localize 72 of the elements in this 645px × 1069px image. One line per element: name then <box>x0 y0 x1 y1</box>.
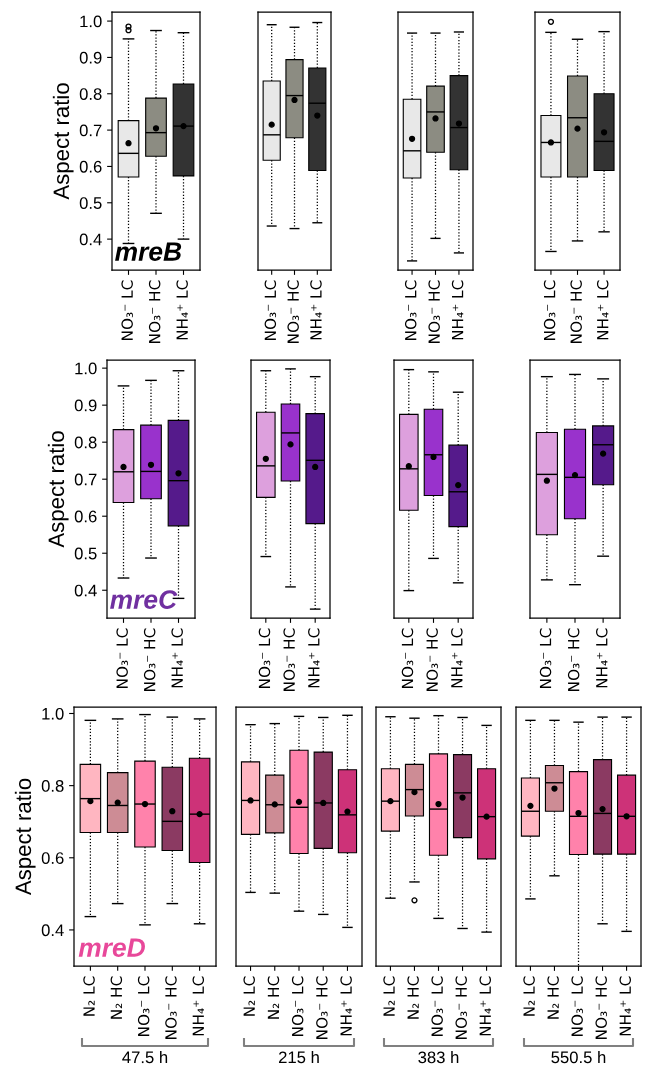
y-tick-label: 0.5 <box>79 197 102 209</box>
x-tick-label: N₂ LC <box>523 976 535 1016</box>
x-tick-label: NH₄⁺ LC <box>308 628 320 688</box>
x-tick-label: NO₃⁻ LC <box>571 976 583 1036</box>
x-tick-label: NH₄⁺ LC <box>192 976 205 1036</box>
text: 215 h <box>278 1051 319 1064</box>
y-axis-title: Aspect ratio <box>14 778 36 896</box>
y-tick-label: 0.5 <box>74 547 97 560</box>
x-tick-label: NO₃⁻ LC <box>404 280 417 340</box>
x-tick-label: NH₄⁺ LC <box>619 976 632 1036</box>
x-tick-label: NO₃⁻ LC <box>121 280 133 340</box>
x-tick-label: NO₃⁻ HC <box>165 976 177 1039</box>
x-tick-label: NO₃⁻ HC <box>148 280 161 343</box>
x-tick-label: NH₄⁺ LC <box>340 976 352 1036</box>
x-tick-label: NH₄⁺ LC <box>451 280 464 340</box>
x-tick-label: NO₃⁻ HC <box>567 628 580 691</box>
x-tick-label: NH₄⁺ LC <box>171 628 183 688</box>
x-tick-label: NO₃⁻ LC <box>258 628 271 688</box>
x-tick-label: N₂ HC <box>267 976 280 1019</box>
x-tick-label: N₂ HC <box>110 976 123 1019</box>
y-tick-label: 0.9 <box>74 399 97 412</box>
x-tick-label: NH₄⁺ LC <box>451 628 463 688</box>
text: 383 h <box>418 1051 459 1064</box>
x-tick-label: NH₄⁺ LC <box>596 280 609 340</box>
x-tick-label: N₂ LC <box>83 976 95 1016</box>
y-tick-label: 0.6 <box>41 852 64 864</box>
y-tick-label: 0.4 <box>79 233 102 246</box>
x-tick-label: NO₃⁻ LC <box>401 628 414 688</box>
x-tick-label: NO₃⁻ HC <box>316 976 328 1039</box>
annotation: mreC <box>110 590 178 609</box>
x-tick-label: NH₄⁺ LC <box>176 280 188 340</box>
x-tick-label: NO₃⁻ HC <box>143 628 156 691</box>
x-tick-label: NO₃⁻ HC <box>570 280 582 343</box>
y-tick-label: 0.8 <box>41 780 64 792</box>
x-tick-label: NO₃⁻ LC <box>539 628 552 688</box>
x-tick-label: NO₃⁻ LC <box>291 976 304 1036</box>
x-tick-label: NO₃⁻ HC <box>287 280 299 343</box>
y-tick-label: 0.4 <box>41 924 64 937</box>
x-tick-label: NO₃⁻ HC <box>455 976 467 1039</box>
y-tick-label: 1.0 <box>80 15 102 28</box>
y-tick-label: 1.0 <box>75 362 97 375</box>
annotation: mreB <box>115 242 182 261</box>
x-tick-label: NO₃⁻ HC <box>595 976 607 1039</box>
y-tick-label: 0.7 <box>79 124 102 137</box>
x-tick-label: NO₃⁻ HC <box>428 280 440 343</box>
y-tick-label: 0.8 <box>79 88 102 100</box>
y-tick-label: 0.7 <box>74 473 97 486</box>
x-tick-label: NH₄⁺ LC <box>596 628 608 688</box>
y-tick-label: 0.6 <box>74 510 97 523</box>
x-tick-label: NO₃⁻ LC <box>116 628 128 688</box>
x-tick-label: NO₃⁻ HC <box>283 628 295 691</box>
x-tick-label: NO₃⁻ HC <box>426 628 438 691</box>
x-tick-label: N₂ HC <box>547 976 559 1019</box>
x-tick-label: N₂ HC <box>407 976 419 1019</box>
y-axis-title: Aspect ratio <box>52 83 74 200</box>
x-tick-label: NO₃⁻ LC <box>137 976 150 1036</box>
x-tick-label: NO₃⁻ LC <box>431 976 443 1036</box>
annotation: mreD <box>78 938 145 957</box>
x-tick-label: NO₃⁻ LC <box>543 280 556 340</box>
y-tick-label: 1.0 <box>42 707 64 720</box>
text: 550.5 h <box>551 1051 606 1064</box>
x-tick-label: NH₄⁺ LC <box>310 280 322 340</box>
y-tick-label: 0.4 <box>74 584 97 597</box>
y-tick-label: 0.9 <box>79 51 102 64</box>
x-tick-label: NH₄⁺ LC <box>479 976 492 1036</box>
x-tick-label: N₂ LC <box>383 976 395 1016</box>
text: 47.5 h <box>122 1051 168 1064</box>
x-tick-label: N₂ LC <box>243 976 255 1016</box>
x-tick-label: NO₃⁻ LC <box>264 280 277 340</box>
y-axis-title: Aspect ratio <box>47 431 69 548</box>
y-tick-label: 0.6 <box>79 160 102 173</box>
y-tick-label: 0.8 <box>74 436 97 449</box>
